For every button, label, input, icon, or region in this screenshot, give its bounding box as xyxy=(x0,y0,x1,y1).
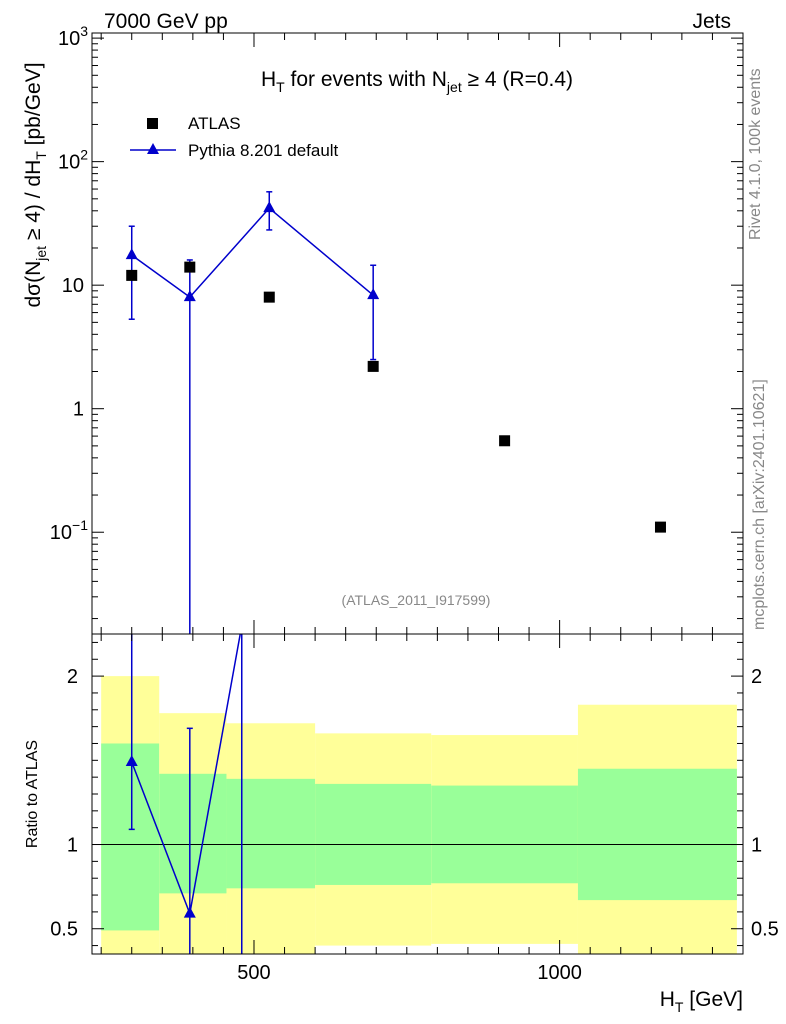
main-y-axis-label: dσ(Njet ≥ 4) / dHT [pb/GeV] xyxy=(22,62,49,307)
ratio-y-axis-label: Ratio to ATLAS xyxy=(24,740,41,848)
main-y-tick-label-2: 10 xyxy=(62,275,84,297)
x-tick-label-1: 1000 xyxy=(537,962,582,984)
legend-data-marker xyxy=(147,118,158,129)
ratio-mc-point-0 xyxy=(125,755,138,766)
mc-point-1 xyxy=(183,290,196,302)
analysis-id: (ATLAS_2011_I917599) xyxy=(342,592,491,608)
plot-title: HT for events with Njet ≥ 4 (R=0.4) xyxy=(261,68,573,95)
x-tick-label-0: 500 xyxy=(237,962,270,984)
mc-line xyxy=(131,207,374,299)
legend-mc-label: Pythia 8.201 default xyxy=(188,141,339,160)
ratio-band-inner-5 xyxy=(577,768,737,901)
mc-point-3 xyxy=(367,288,380,300)
main-series xyxy=(125,191,666,634)
atlas-point-2 xyxy=(263,291,275,303)
ratio-y-tick-label-right-1: 1 xyxy=(751,835,762,857)
mc-point-2 xyxy=(263,201,276,213)
main-y-tick-label-1: 102 xyxy=(58,147,88,174)
legend-data-label: ATLAS xyxy=(188,114,241,133)
ratio-bands xyxy=(101,676,737,954)
ratio-y-tick-label-left-1: 1 xyxy=(67,835,78,857)
ratio-y-tick-label-left-0: 0.5 xyxy=(50,919,78,941)
atlas-point-4 xyxy=(499,435,511,447)
legend-mc-marker xyxy=(147,143,159,154)
header-process: Jets xyxy=(692,10,731,33)
atlas-point-5 xyxy=(654,521,666,533)
mcplots-label: mcplots.cern.ch [arXiv:2401.10621] xyxy=(751,379,768,630)
main-y-tick-label-4: 10−1 xyxy=(50,517,88,544)
main-y-tick-label-0: 103 xyxy=(58,23,88,50)
ratio-mc-point-1 xyxy=(183,906,196,918)
ratio-band-inner-3 xyxy=(315,783,432,885)
ratio-band-inner-4 xyxy=(431,785,578,884)
atlas-point-1 xyxy=(184,261,196,273)
ratio-band-inner-2 xyxy=(226,778,316,889)
rivet-label: Rivet 4.1.0, 100k events xyxy=(747,68,764,240)
ratio-y-tick-label-right-0: 0.5 xyxy=(751,919,779,941)
header-energy: 7000 GeV pp xyxy=(104,10,228,33)
ratio-y-tick-label-left-2: 2 xyxy=(67,666,78,688)
ratio-series xyxy=(92,619,743,954)
atlas-point-3 xyxy=(367,360,379,372)
ratio-band-inner-1 xyxy=(159,773,227,894)
atlas-point-0 xyxy=(126,269,138,281)
main-y-tick-label-3: 1 xyxy=(73,399,84,421)
ratio-band-inner-0 xyxy=(101,743,160,931)
x-axis-label: HT [GeV] xyxy=(660,988,743,1015)
ratio-mc-point-2 xyxy=(236,619,248,630)
mc-point-0 xyxy=(125,248,138,260)
ratio-y-tick-label-right-2: 2 xyxy=(751,666,762,688)
